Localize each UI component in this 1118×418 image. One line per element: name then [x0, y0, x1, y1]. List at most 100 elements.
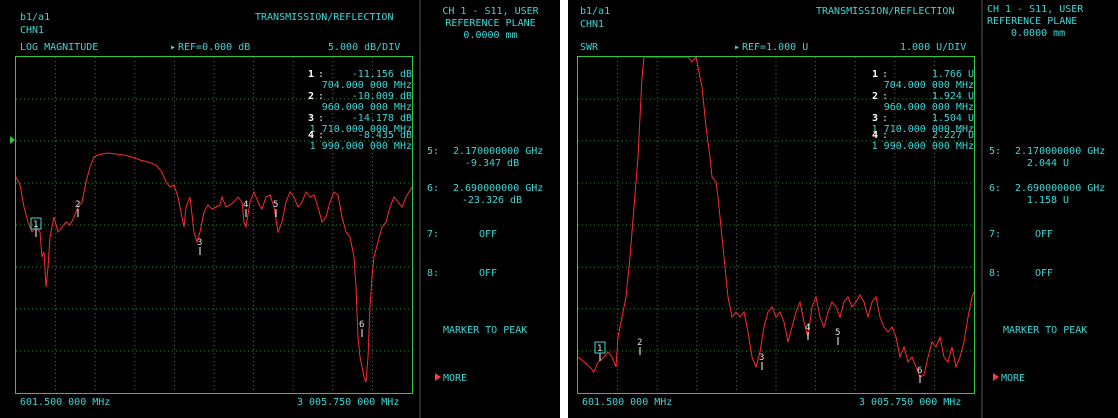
- right-marker-2-value: 1.924 U: [884, 91, 974, 102]
- left-ref-marker-icon: ▸: [170, 42, 176, 53]
- left-trace-marker-6[interactable]: 6: [359, 320, 364, 337]
- left-more-label: MORE: [443, 373, 467, 384]
- right-trace-marker-6[interactable]: 6: [917, 366, 922, 383]
- left-format: LOG MAGNITUDE: [20, 42, 98, 53]
- left-marker-2-num: 2: [308, 91, 314, 102]
- right-m8-value: OFF: [1035, 268, 1053, 279]
- right-m6-label: 6:: [989, 183, 1001, 194]
- left-trace-marker-1[interactable]: 1: [31, 218, 41, 237]
- right-marker-1-num: 1: [872, 69, 878, 80]
- right-m7-label: 7:: [989, 229, 1001, 240]
- right-trace-marker-3[interactable]: 3: [759, 353, 764, 370]
- right-marker-3-value: 1.504 U: [884, 113, 974, 124]
- right-channel: CHN1: [580, 19, 604, 30]
- svg-text:6: 6: [359, 320, 364, 330]
- right-marker-to-peak-button[interactable]: MARKER TO PEAK: [1003, 325, 1087, 336]
- left-marker-2-freq: 960.000 000 MHz: [300, 102, 412, 113]
- right-start-freq: 601.500 000 MHz: [582, 397, 672, 408]
- left-marker-1-value: -11.156 dB: [320, 69, 412, 80]
- right-marker-2-freq: 960.000 000 MHz: [862, 102, 974, 113]
- right-title: TRANSMISSION/REFLECTION: [816, 6, 954, 17]
- right-format: SWR: [580, 42, 598, 53]
- left-title: TRANSMISSION/REFLECTION: [255, 12, 393, 23]
- left-marker-4-value: -8.435 dB: [320, 130, 412, 141]
- right-marker-1-freq: 704.000 000 MHz: [862, 80, 974, 91]
- left-scale: 5.000 dB/DIV: [328, 42, 400, 53]
- left-stop-freq: 3 005.750 000 MHz: [297, 397, 399, 408]
- left-channel: CHN1: [20, 25, 44, 36]
- screens-gap: [560, 0, 568, 418]
- right-marker-4-value: 2.227 U: [884, 130, 974, 141]
- right-m6-freq: 2.690000000 GHz: [1015, 183, 1105, 194]
- right-more-button[interactable]: MORE: [993, 366, 1025, 385]
- left-m7-label: 7:: [427, 229, 439, 240]
- right-trace-marker-5[interactable]: 5: [835, 328, 840, 345]
- right-more-arrow-icon: [993, 373, 999, 381]
- right-side-header-3: 0.0000 mm: [1011, 28, 1065, 39]
- left-more-arrow-icon: [435, 373, 441, 381]
- left-side-header-3: 0.0000 mm: [421, 30, 560, 41]
- svg-text:1: 1: [597, 344, 602, 354]
- left-m6-value: -23.326 dB: [437, 195, 547, 206]
- left-analyzer-screen: b1/a1 CHN1 TRANSMISSION/REFLECTION LOG M…: [0, 0, 560, 418]
- left-marker-2-value: -10.009 dB: [320, 91, 412, 102]
- right-m5-freq: 2.170000000 GHz: [1015, 146, 1105, 157]
- right-trace-marker-4[interactable]: 4: [805, 323, 810, 340]
- svg-text:5: 5: [273, 200, 278, 210]
- left-m8-value: OFF: [479, 268, 497, 279]
- right-analyzer-screen: b1/a1 CHN1 TRANSMISSION/REFLECTION SWR ▸…: [568, 0, 1118, 418]
- right-marker-4-freq: 1 990.000 000 MHz: [852, 141, 974, 152]
- right-trace-marker-2[interactable]: 2: [637, 338, 642, 355]
- left-m6-label: 6:: [427, 183, 439, 194]
- right-softkey-panel: CH 1 - S11, USER REFERENCE PLANE 0.0000 …: [983, 0, 1118, 418]
- right-m5-value: 2.044 U: [993, 158, 1103, 169]
- right-stop-freq: 3 005.750 000 MHz: [859, 397, 961, 408]
- right-m6-value: 1.158 U: [993, 195, 1103, 206]
- right-marker-1-value: 1.766 U: [884, 69, 974, 80]
- right-marker-3-num: 3: [872, 113, 878, 124]
- left-m5-label: 5:: [427, 146, 439, 157]
- left-start-freq: 601.500 000 MHz: [20, 397, 110, 408]
- left-marker-4-num: 4: [308, 130, 314, 141]
- left-marker-4-freq: 1 990.000 000 MHz: [290, 141, 412, 152]
- svg-text:1: 1: [33, 220, 38, 230]
- svg-text:4: 4: [805, 323, 810, 333]
- left-marker-3-value: -14.178 dB: [320, 113, 412, 124]
- right-ratio: b1/a1: [580, 6, 610, 17]
- left-m6-freq: 2.690000000 GHz: [453, 183, 543, 194]
- svg-text:3: 3: [759, 353, 764, 363]
- svg-text:2: 2: [75, 200, 80, 210]
- left-marker-1-freq: 704.000 000 MHz: [300, 80, 412, 91]
- right-marker-4-num: 4: [872, 130, 878, 141]
- left-reference-level-icon: [10, 136, 15, 144]
- left-m8-label: 8:: [427, 268, 439, 279]
- right-side-header-1: CH 1 - S11, USER: [987, 4, 1083, 15]
- left-m5-value: -9.347 dB: [437, 158, 547, 169]
- left-more-button[interactable]: MORE: [435, 366, 467, 385]
- svg-text:2: 2: [637, 338, 642, 348]
- left-side-header-2: REFERENCE PLANE: [421, 18, 560, 29]
- right-ref: REF=1.000 U: [742, 42, 808, 53]
- left-m7-value: OFF: [479, 229, 497, 240]
- left-trace-marker-3[interactable]: 3: [197, 238, 202, 255]
- svg-text:4: 4: [243, 200, 248, 210]
- right-m7-value: OFF: [1035, 229, 1053, 240]
- svg-text:6: 6: [917, 366, 922, 376]
- svg-text:5: 5: [835, 328, 840, 338]
- right-m8-label: 8:: [989, 268, 1001, 279]
- right-side-header-2: REFERENCE PLANE: [987, 16, 1077, 27]
- svg-text:3: 3: [197, 238, 202, 248]
- right-ref-marker-icon: ▸: [734, 42, 740, 53]
- left-ref: REF=0.000 dB: [178, 42, 250, 53]
- left-side-header-1: CH 1 - S11, USER: [421, 6, 560, 17]
- left-softkey-panel: CH 1 - S11, USER REFERENCE PLANE 0.0000 …: [421, 0, 560, 418]
- right-m5-label: 5:: [989, 146, 1001, 157]
- left-m5-freq: 2.170000000 GHz: [453, 146, 543, 157]
- left-ratio: b1/a1: [20, 12, 50, 23]
- left-trace-marker-2[interactable]: 2: [75, 200, 80, 217]
- left-marker-to-peak-button[interactable]: MARKER TO PEAK: [443, 325, 527, 336]
- right-trace-marker-1[interactable]: 1: [595, 342, 605, 361]
- left-trace-marker-5[interactable]: 5: [273, 200, 278, 217]
- left-marker-1-num: 1: [308, 69, 314, 80]
- left-marker-3-num: 3: [308, 113, 314, 124]
